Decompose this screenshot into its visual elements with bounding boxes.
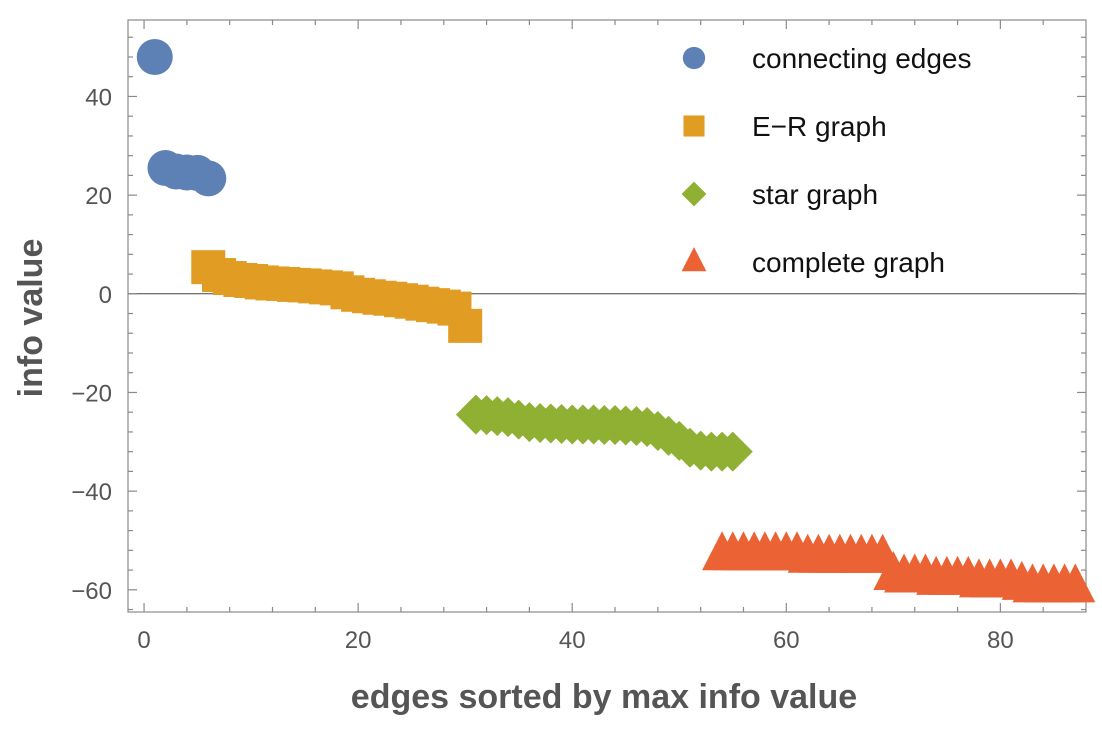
y-tick-label: 40 <box>85 84 112 111</box>
diamond-point <box>712 431 753 472</box>
y-tick-label: −20 <box>71 380 112 407</box>
y-tick-label: −60 <box>71 578 112 605</box>
legend-label: star graph <box>752 179 878 210</box>
legend-label: connecting edges <box>752 43 972 74</box>
legend-marker-diamond <box>681 181 707 207</box>
axis-ticks <box>128 20 1086 612</box>
y-axis-title: info value <box>12 239 50 398</box>
x-tick-label: 60 <box>773 627 800 654</box>
legend-marker-square <box>683 115 705 137</box>
legend-marker-triangle <box>681 247 707 272</box>
y-tick-label: 0 <box>99 282 112 309</box>
circle-point <box>136 39 173 75</box>
legend-marker-circle <box>682 46 706 70</box>
data-points <box>136 39 1096 603</box>
legend-label: E−R graph <box>752 111 887 142</box>
tick-labels: 0 20 40 60 80 −60 −40 −20 0 20 40 <box>71 84 1013 654</box>
x-tick-label: 0 <box>137 627 150 654</box>
x-tick-label: 40 <box>559 627 586 654</box>
triangle-point <box>1055 563 1096 603</box>
plot-frame <box>127 19 1087 613</box>
square-point <box>448 308 483 343</box>
x-axis-title: edges sorted by max info value <box>351 678 857 716</box>
x-tick-label: 20 <box>345 627 372 654</box>
legend-label: complete graph <box>752 247 945 278</box>
x-tick-label: 80 <box>987 627 1014 654</box>
y-tick-label: −40 <box>71 479 112 506</box>
circle-point <box>190 160 227 197</box>
legend: connecting edges E−R graph star graph compl… <box>681 43 972 278</box>
y-tick-label: 20 <box>85 183 112 210</box>
